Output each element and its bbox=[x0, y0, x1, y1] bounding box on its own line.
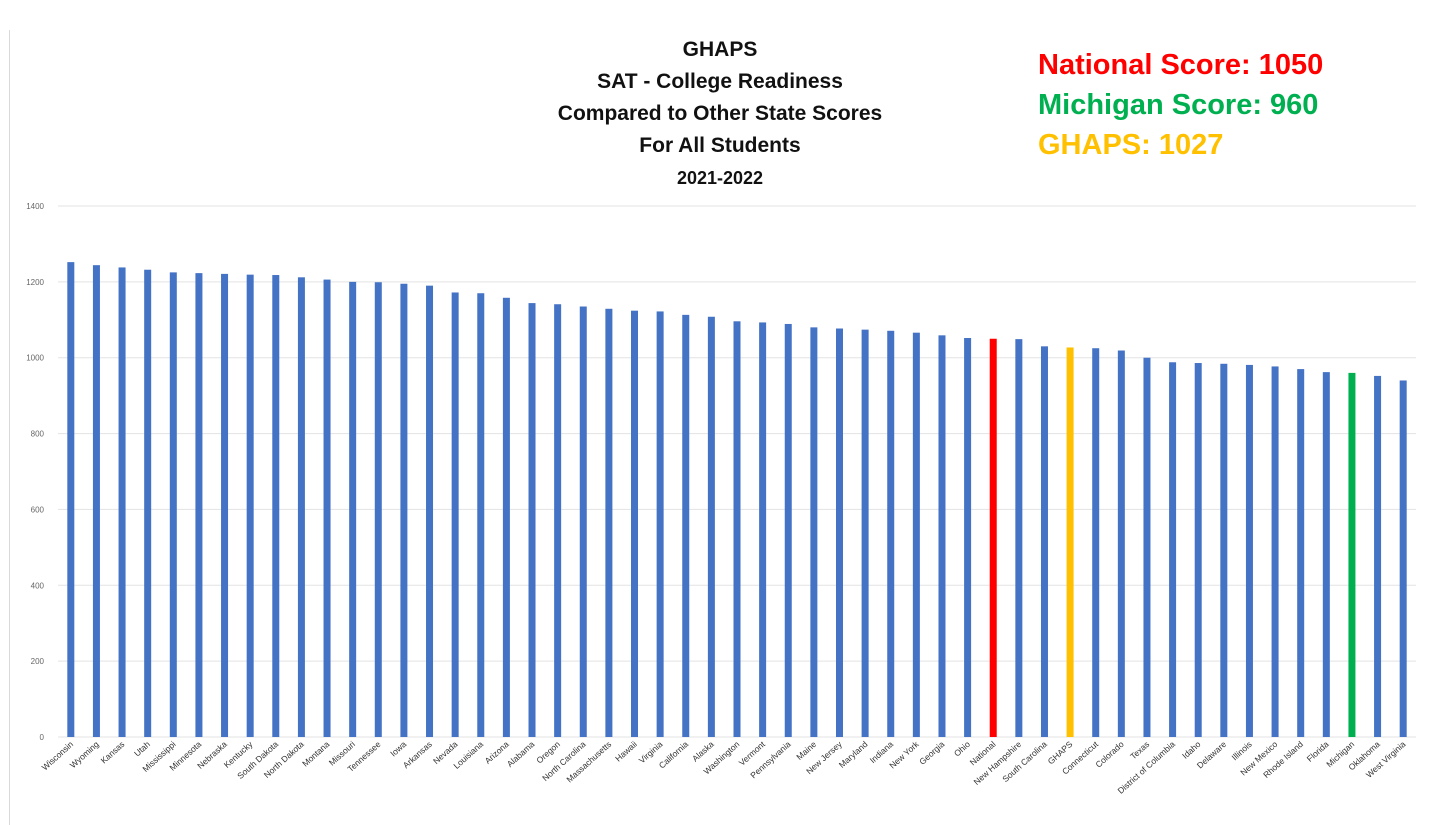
x-tick-label: Arkansas bbox=[401, 739, 434, 770]
bars bbox=[67, 262, 1407, 737]
bar-colorado bbox=[1117, 350, 1125, 737]
y-tick-label: 400 bbox=[31, 581, 45, 590]
bar-north-dakota bbox=[297, 277, 305, 737]
x-tick-label: Iowa bbox=[388, 739, 408, 759]
bar-california bbox=[682, 314, 690, 737]
title-line-5: 2021-2022 bbox=[676, 168, 764, 188]
x-tick-label: Georgia bbox=[917, 739, 946, 767]
bar-montana bbox=[323, 279, 331, 737]
bar-idaho bbox=[1194, 363, 1202, 737]
title-line-1: GHAPS bbox=[682, 38, 758, 61]
y-tick-label: 600 bbox=[31, 505, 45, 514]
bar-arkansas bbox=[426, 285, 434, 737]
bar-north-carolina bbox=[579, 306, 587, 737]
bar-louisiana bbox=[477, 293, 485, 737]
x-tick-label: New York bbox=[887, 739, 921, 771]
bar-new-jersey bbox=[835, 328, 843, 737]
bar-illinois bbox=[1245, 364, 1253, 737]
title-line-2: SAT - College Readiness bbox=[597, 70, 843, 93]
bar-alaska bbox=[707, 316, 715, 737]
x-tick-label: Hawaii bbox=[613, 739, 639, 764]
bar-mississippi bbox=[169, 272, 177, 737]
bar-georgia bbox=[938, 335, 946, 737]
x-tick-label: Maryland bbox=[837, 739, 870, 770]
national-score-label: National Score: 1050 bbox=[1038, 49, 1324, 81]
bar-indiana bbox=[887, 330, 895, 737]
y-tick-label: 1400 bbox=[26, 202, 44, 211]
michigan-score-label: Michigan Score: 960 bbox=[1038, 89, 1319, 121]
x-tick-label: Ohio bbox=[952, 739, 972, 759]
y-axis-ticks: 0 200 400 600 800 1000 1200 1400 bbox=[26, 202, 44, 742]
bar-ohio bbox=[964, 337, 972, 737]
bar-missouri bbox=[349, 281, 357, 737]
chart-title: GHAPS SAT - College Readiness Compared t… bbox=[470, 34, 970, 194]
bar-oregon bbox=[554, 304, 562, 737]
bar-kentucky bbox=[246, 274, 254, 737]
x-tick-label: Kansas bbox=[99, 739, 127, 765]
bar-delaware bbox=[1220, 363, 1228, 737]
bar-iowa bbox=[400, 283, 408, 737]
bar-texas bbox=[1143, 357, 1151, 737]
y-tick-label: 800 bbox=[31, 430, 45, 439]
title-line-3: Compared to Other State Scores bbox=[557, 102, 883, 125]
y-tick-label: 200 bbox=[31, 657, 45, 666]
bar-washington bbox=[733, 321, 741, 737]
x-tick-label: South Carolina bbox=[1000, 739, 1049, 784]
bar-michigan bbox=[1348, 372, 1356, 737]
bar-massachusetts bbox=[605, 308, 613, 737]
bar-ghaps bbox=[1066, 347, 1074, 737]
x-tick-label: Wisconsin bbox=[40, 739, 76, 773]
bar-arizona bbox=[502, 297, 510, 737]
bar-hawaii bbox=[631, 310, 639, 737]
bar-south-carolina bbox=[1040, 346, 1048, 737]
bar-rhode-island bbox=[1297, 369, 1305, 737]
y-tick-label: 0 bbox=[40, 733, 45, 742]
x-tick-label: Idaho bbox=[1180, 739, 1203, 761]
bar-pennsylvania bbox=[784, 323, 792, 737]
bar-new-mexico bbox=[1271, 366, 1279, 737]
bar-wisconsin bbox=[67, 262, 75, 737]
bar-tennessee bbox=[374, 282, 382, 737]
bar-utah bbox=[144, 269, 152, 737]
bar-kansas bbox=[118, 267, 126, 737]
x-tick-label: Wyoming bbox=[68, 739, 101, 770]
bar-connecticut bbox=[1092, 348, 1100, 737]
bar-nevada bbox=[451, 292, 459, 737]
bar-oklahoma bbox=[1374, 375, 1382, 737]
score-callouts: National Score: 1050 Michigan Score: 960… bbox=[1038, 45, 1323, 165]
bar-new-york bbox=[912, 332, 920, 737]
ghaps-score-label: GHAPS: 1027 bbox=[1038, 129, 1224, 161]
bar-district-of-columbia bbox=[1169, 362, 1177, 737]
bar-nebraska bbox=[221, 273, 229, 737]
title-line-4: For All Students bbox=[639, 134, 801, 157]
bar-maine bbox=[810, 327, 818, 737]
bar-new-hampshire bbox=[1015, 339, 1023, 737]
x-tick-label: Montana bbox=[300, 739, 331, 769]
bar-alabama bbox=[528, 303, 536, 737]
bar-virginia bbox=[656, 311, 664, 737]
bar-maryland bbox=[861, 329, 869, 737]
y-tick-label: 1000 bbox=[26, 354, 44, 363]
x-tick-label: Colorado bbox=[1093, 739, 1126, 770]
bar-national bbox=[989, 338, 997, 737]
x-tick-label: Alabama bbox=[505, 739, 537, 769]
bar-wyoming bbox=[92, 265, 100, 737]
bar-vermont bbox=[759, 322, 767, 737]
left-border bbox=[9, 30, 10, 825]
x-tick-label: Massachusetts bbox=[564, 739, 613, 784]
bar-west-virginia bbox=[1399, 380, 1407, 737]
bar-minnesota bbox=[195, 273, 203, 737]
bar-south-dakota bbox=[272, 275, 280, 737]
y-tick-label: 1200 bbox=[26, 278, 44, 287]
x-tick-label: Utah bbox=[132, 739, 152, 759]
bar-florida bbox=[1322, 372, 1330, 737]
